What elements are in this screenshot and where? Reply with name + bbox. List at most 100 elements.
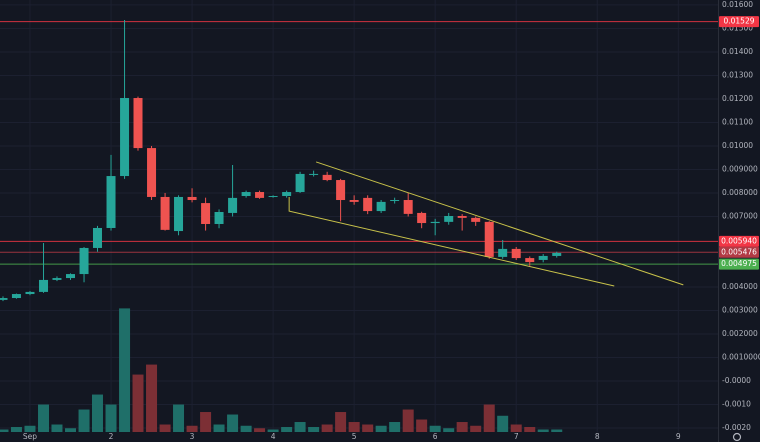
candle-body	[349, 200, 359, 202]
candle-body	[525, 258, 535, 263]
x-tick-label: 4	[271, 432, 276, 441]
candle-body	[457, 216, 467, 218]
candle-body	[322, 174, 332, 181]
volume-bar	[551, 429, 563, 432]
candle-body	[133, 98, 143, 149]
candle-body	[430, 221, 440, 224]
y-tick-label: 0.01500	[722, 23, 753, 32]
candle	[39, 243, 49, 293]
volume-bar	[389, 422, 401, 432]
volume-bar	[213, 424, 225, 432]
candle	[525, 256, 535, 266]
candle-body	[363, 197, 373, 212]
volume-bar	[429, 425, 441, 432]
candle	[52, 276, 62, 282]
volume-bar	[254, 428, 266, 432]
volume-bar	[470, 425, 482, 432]
candle	[390, 197, 400, 204]
candle-body	[390, 200, 400, 202]
candle	[498, 239, 508, 259]
x-tick-label: 8	[595, 432, 600, 441]
candle	[322, 171, 332, 182]
candle	[0, 296, 8, 302]
candle-body	[52, 278, 62, 280]
volume-bar	[267, 429, 279, 432]
candle-body	[511, 248, 521, 259]
settings-gear[interactable]	[732, 432, 742, 442]
candle	[106, 154, 116, 231]
y-tick-label: 0.009000	[722, 164, 758, 173]
candle-body	[39, 279, 49, 292]
price-level-label: 0.01529	[723, 17, 754, 26]
candle	[309, 170, 319, 177]
y-tick-label: 0.008000	[722, 188, 758, 197]
volume-bar	[321, 424, 333, 432]
candle	[120, 19, 130, 179]
price-level-tag	[719, 258, 759, 270]
price-level-label: 0.005476	[721, 247, 757, 256]
y-tick-label: 0.0010000	[722, 352, 760, 361]
candle-body	[498, 248, 508, 257]
price-level-label: 0.005940	[721, 236, 757, 245]
candle	[228, 164, 238, 217]
volume-bar	[10, 427, 22, 432]
candle-body	[187, 196, 197, 201]
candle-body	[309, 173, 319, 175]
candle	[66, 273, 76, 280]
volume-bar	[146, 364, 158, 432]
volume-bar	[0, 429, 9, 432]
volume-bar	[51, 424, 63, 432]
volume-bar	[497, 415, 509, 432]
volume-bar	[537, 429, 549, 432]
volume-bar	[227, 414, 239, 432]
volume-bar	[294, 422, 306, 432]
candle-body	[417, 212, 427, 224]
candle-body	[295, 173, 305, 193]
candle	[349, 195, 359, 205]
candle-body	[66, 274, 76, 279]
candle	[403, 192, 413, 217]
x-tick-label: 9	[676, 432, 681, 441]
volume-bar	[132, 374, 144, 432]
candle-body	[336, 180, 346, 201]
candle-body	[241, 192, 251, 197]
volume-bar	[24, 425, 36, 432]
candle	[457, 214, 467, 231]
settings-icon[interactable]	[732, 432, 742, 442]
candle-body	[268, 196, 278, 198]
candle-body	[79, 247, 89, 275]
x-tick-label: 3	[190, 432, 195, 441]
candle-body	[403, 200, 413, 214]
volume-bar	[173, 404, 185, 432]
y-tick-label: -0.0000	[722, 376, 751, 385]
y-tick-label: 0.01100	[722, 117, 753, 126]
candle-body	[0, 298, 8, 300]
price-level-tag	[719, 246, 759, 258]
x-tick-label: 2	[109, 432, 114, 441]
candle-body	[106, 176, 116, 228]
candle	[552, 251, 562, 258]
candle	[417, 211, 427, 229]
volume-bar	[443, 428, 455, 432]
candle	[174, 195, 184, 236]
candle-body	[120, 98, 130, 177]
candle-body	[552, 252, 562, 256]
candle	[268, 195, 278, 198]
candle-body	[174, 196, 184, 232]
volume-bar	[362, 424, 374, 432]
candle	[511, 247, 521, 260]
candle	[11, 293, 21, 299]
candle	[187, 188, 197, 203]
volume-bar	[240, 425, 252, 432]
volume-bar	[375, 425, 387, 432]
candle-body	[282, 192, 292, 197]
y-tick-label: 0.002000	[722, 329, 758, 338]
y-tick-label: 0.007000	[722, 211, 758, 220]
candle-body	[147, 148, 157, 197]
candle	[282, 190, 292, 198]
candle	[295, 171, 305, 193]
x-tick-label: 5	[352, 432, 357, 441]
candle	[241, 190, 251, 198]
candle-body	[228, 197, 238, 213]
